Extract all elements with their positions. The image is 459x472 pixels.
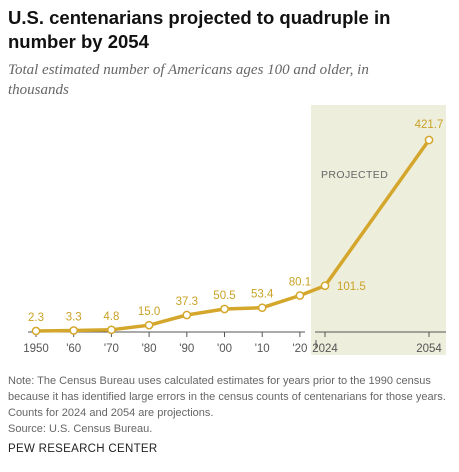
data-label: 4.8 <box>103 311 119 323</box>
x-tick-label: '70 <box>104 343 119 355</box>
x-tick-label: '90 <box>179 343 194 355</box>
x-tick-label: 2054 <box>416 343 442 355</box>
x-tick-label: '20 <box>292 343 307 355</box>
data-point <box>295 291 305 300</box>
chart-title: U.S. centenarians projected to quadruple… <box>8 7 391 52</box>
data-label: 53.4 <box>251 289 274 301</box>
data-label: 37.3 <box>176 296 198 308</box>
line-chart: PROJECTED 1950 '60 '70 '80 '90 '00 '10 '20 2024 20… <box>23 105 446 355</box>
data-point <box>107 325 116 335</box>
data-label: 50.5 <box>213 290 235 302</box>
data-point <box>31 326 41 336</box>
x-tick-label: 2024 <box>312 343 338 355</box>
data-label: 15.0 <box>138 306 160 318</box>
x-tick-label: 1950 <box>23 343 49 355</box>
data-label: 421.7 <box>415 119 444 131</box>
data-point <box>144 320 154 330</box>
data-label: 101.5 <box>337 281 366 293</box>
data-point <box>220 304 229 314</box>
chart-subtitle: Total estimated number of Americans ages… <box>8 62 369 98</box>
data-point <box>69 326 79 335</box>
x-tick-label: '00 <box>217 343 232 355</box>
chart-note: Note: The Census Bureau uses calculated … <box>8 375 446 419</box>
data-label: 2.3 <box>28 312 44 324</box>
x-tick-label: '80 <box>142 343 157 355</box>
data-point <box>257 303 267 313</box>
data-label: 3.3 <box>66 311 82 323</box>
x-tick-label: '10 <box>255 343 270 355</box>
data-point <box>320 281 330 291</box>
x-tick-label: '60 <box>66 343 81 355</box>
chart-source: Source: U.S. Census Bureau. <box>8 423 153 435</box>
brand-logo-text: PEW RESEARCH CENTER <box>8 443 158 455</box>
data-label: 80.1 <box>289 277 311 289</box>
data-point <box>424 135 434 145</box>
series-line <box>34 138 431 333</box>
data-point <box>182 310 192 320</box>
projected-label: PROJECTED <box>321 169 388 181</box>
